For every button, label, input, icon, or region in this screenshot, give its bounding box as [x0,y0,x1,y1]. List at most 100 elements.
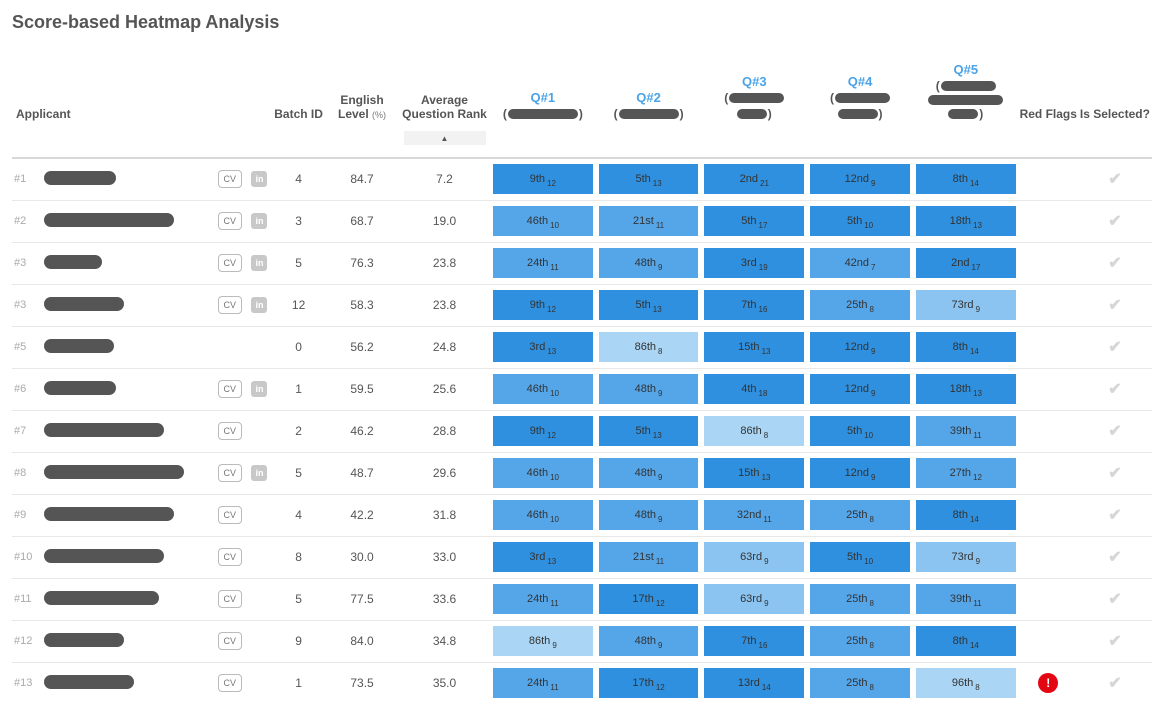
heatmap-cell[interactable]: 9th12 [493,290,593,320]
applicant-name[interactable] [44,326,213,368]
is-selected[interactable]: ✔ [1078,620,1152,662]
heatmap-cell[interactable]: 5th13 [599,290,699,320]
linkedin-icon[interactable]: in [251,297,267,313]
heatmap-cell[interactable]: 5th10 [810,206,910,236]
is-selected[interactable]: ✔ [1078,326,1152,368]
linkedin-link[interactable]: in [247,242,272,284]
heatmap-cell[interactable]: 39th11 [916,416,1016,446]
applicant-name[interactable] [44,536,213,578]
heatmap-cell[interactable]: 46th10 [493,458,593,488]
cv-link[interactable]: CV [213,242,247,284]
heatmap-cell[interactable]: 63rd9 [704,584,804,614]
col-is-selected[interactable]: Is Selected? [1078,63,1152,131]
heatmap-cell[interactable]: 46th10 [493,374,593,404]
heatmap-cell[interactable]: 25th8 [810,668,910,698]
heatmap-cell[interactable]: 8th14 [916,332,1016,362]
heatmap-cell[interactable]: 15th13 [704,458,804,488]
cv-icon[interactable]: CV [218,506,242,524]
col-red-flags[interactable]: Red Flags [1019,63,1078,131]
heatmap-cell[interactable]: 24th11 [493,584,593,614]
cv-icon[interactable]: CV [218,632,242,650]
applicant-name[interactable] [44,284,213,326]
is-selected[interactable]: ✔ [1078,536,1152,578]
cv-icon[interactable]: CV [218,548,242,566]
is-selected[interactable]: ✔ [1078,578,1152,620]
applicant-name[interactable] [44,158,213,200]
heatmap-cell[interactable]: 12nd9 [810,374,910,404]
is-selected[interactable]: ✔ [1078,452,1152,494]
cv-link[interactable]: CV [213,536,247,578]
heatmap-cell[interactable]: 12nd9 [810,164,910,194]
linkedin-link[interactable]: in [247,368,272,410]
col-q3[interactable]: Q#3() [701,63,807,131]
heatmap-cell[interactable]: 86th9 [493,626,593,656]
cv-icon[interactable]: CV [218,464,242,482]
heatmap-cell[interactable]: 39th11 [916,584,1016,614]
linkedin-link[interactable]: in [247,284,272,326]
heatmap-cell[interactable]: 5th17 [704,206,804,236]
linkedin-icon[interactable]: in [251,381,267,397]
cv-icon[interactable]: CV [218,380,242,398]
heatmap-cell[interactable]: 46th10 [493,500,593,530]
is-selected[interactable]: ✔ [1078,284,1152,326]
cv-link[interactable]: CV [213,578,247,620]
col-q1[interactable]: Q#1() [490,63,596,131]
heatmap-cell[interactable]: 5th10 [810,542,910,572]
heatmap-cell[interactable]: 18th13 [916,374,1016,404]
heatmap-cell[interactable]: 5th10 [810,416,910,446]
col-q5[interactable]: Q#5() [913,63,1019,131]
heatmap-cell[interactable]: 46th10 [493,206,593,236]
heatmap-cell[interactable]: 3rd13 [493,332,593,362]
heatmap-cell[interactable]: 48th9 [599,248,699,278]
heatmap-cell[interactable]: 21st11 [599,206,699,236]
heatmap-cell[interactable]: 25th8 [810,500,910,530]
heatmap-cell[interactable]: 96th8 [916,668,1016,698]
applicant-name[interactable] [44,620,213,662]
cv-icon[interactable]: CV [218,170,242,188]
heatmap-cell[interactable]: 13rd14 [704,668,804,698]
heatmap-cell[interactable]: 7th16 [704,626,804,656]
red-flags[interactable]: ! [1019,662,1078,704]
heatmap-cell[interactable]: 5th13 [599,164,699,194]
is-selected[interactable]: ✔ [1078,242,1152,284]
cv-icon[interactable]: CV [218,296,242,314]
col-applicant[interactable]: Applicant [12,63,272,131]
applicant-name[interactable] [44,368,213,410]
heatmap-cell[interactable]: 24th11 [493,248,593,278]
cv-icon[interactable]: CV [218,590,242,608]
linkedin-icon[interactable]: in [251,171,267,187]
heatmap-cell[interactable]: 48th9 [599,458,699,488]
heatmap-cell[interactable]: 2nd21 [704,164,804,194]
heatmap-cell[interactable]: 8th14 [916,164,1016,194]
cv-link[interactable]: CV [213,494,247,536]
applicant-name[interactable] [44,410,213,452]
heatmap-cell[interactable]: 25th8 [810,584,910,614]
cv-link[interactable]: CV [213,662,247,704]
cv-link[interactable]: CV [213,284,247,326]
heatmap-cell[interactable]: 9th12 [493,164,593,194]
heatmap-cell[interactable]: 25th8 [810,290,910,320]
heatmap-cell[interactable]: 12nd9 [810,458,910,488]
red-flag-icon[interactable]: ! [1038,673,1058,693]
linkedin-icon[interactable]: in [251,465,267,481]
cv-icon[interactable]: CV [218,422,242,440]
heatmap-cell[interactable]: 48th9 [599,626,699,656]
applicant-name[interactable] [44,494,213,536]
heatmap-cell[interactable]: 25th8 [810,626,910,656]
heatmap-cell[interactable]: 8th14 [916,626,1016,656]
heatmap-cell[interactable]: 2nd17 [916,248,1016,278]
cv-icon[interactable]: CV [218,254,242,272]
heatmap-cell[interactable]: 73rd9 [916,290,1016,320]
heatmap-cell[interactable]: 15th13 [704,332,804,362]
heatmap-cell[interactable]: 27th12 [916,458,1016,488]
heatmap-cell[interactable]: 17th12 [599,668,699,698]
linkedin-link[interactable]: in [247,200,272,242]
cv-link[interactable]: CV [213,200,247,242]
linkedin-link[interactable]: in [247,452,272,494]
applicant-name[interactable] [44,662,213,704]
cv-link[interactable]: CV [213,368,247,410]
heatmap-cell[interactable]: 12nd9 [810,332,910,362]
cv-link[interactable]: CV [213,158,247,200]
is-selected[interactable]: ✔ [1078,368,1152,410]
linkedin-icon[interactable]: in [251,255,267,271]
